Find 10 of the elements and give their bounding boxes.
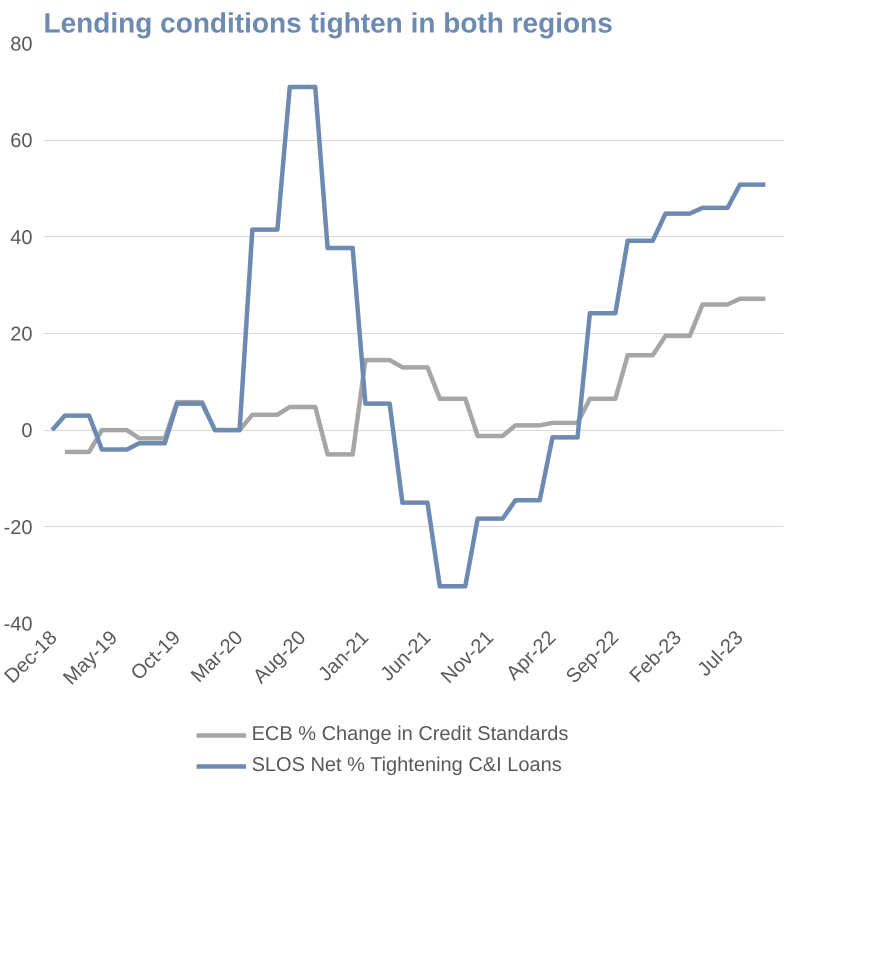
y-tick-label: -20 bbox=[4, 516, 32, 539]
legend-label: SLOS Net % Tightening C&I Loans bbox=[252, 754, 562, 777]
y-tick-label: -40 bbox=[4, 614, 32, 636]
y-tick-label: 60 bbox=[10, 130, 33, 152]
legend-label: ECB % Change in Credit Standards bbox=[252, 723, 568, 746]
chart-title: Lending conditions tighten in both regions bbox=[44, 8, 613, 38]
y-tick-label: 0 bbox=[21, 420, 32, 442]
y-tick-label: 20 bbox=[10, 324, 33, 346]
y-tick-label: 80 bbox=[10, 34, 33, 56]
y-tick-label: 40 bbox=[10, 226, 33, 249]
